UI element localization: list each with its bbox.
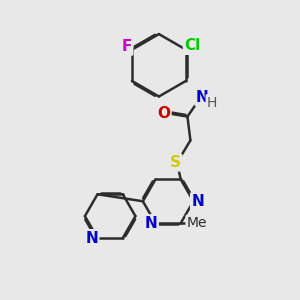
Text: N: N bbox=[85, 230, 98, 245]
Text: H: H bbox=[207, 96, 217, 110]
Text: Me: Me bbox=[187, 216, 207, 230]
Text: F: F bbox=[122, 39, 132, 54]
Text: S: S bbox=[170, 155, 181, 170]
Text: N: N bbox=[191, 194, 204, 209]
Text: Cl: Cl bbox=[184, 38, 200, 53]
Text: N: N bbox=[145, 216, 158, 231]
Text: O: O bbox=[157, 106, 170, 121]
Text: N: N bbox=[196, 90, 209, 105]
